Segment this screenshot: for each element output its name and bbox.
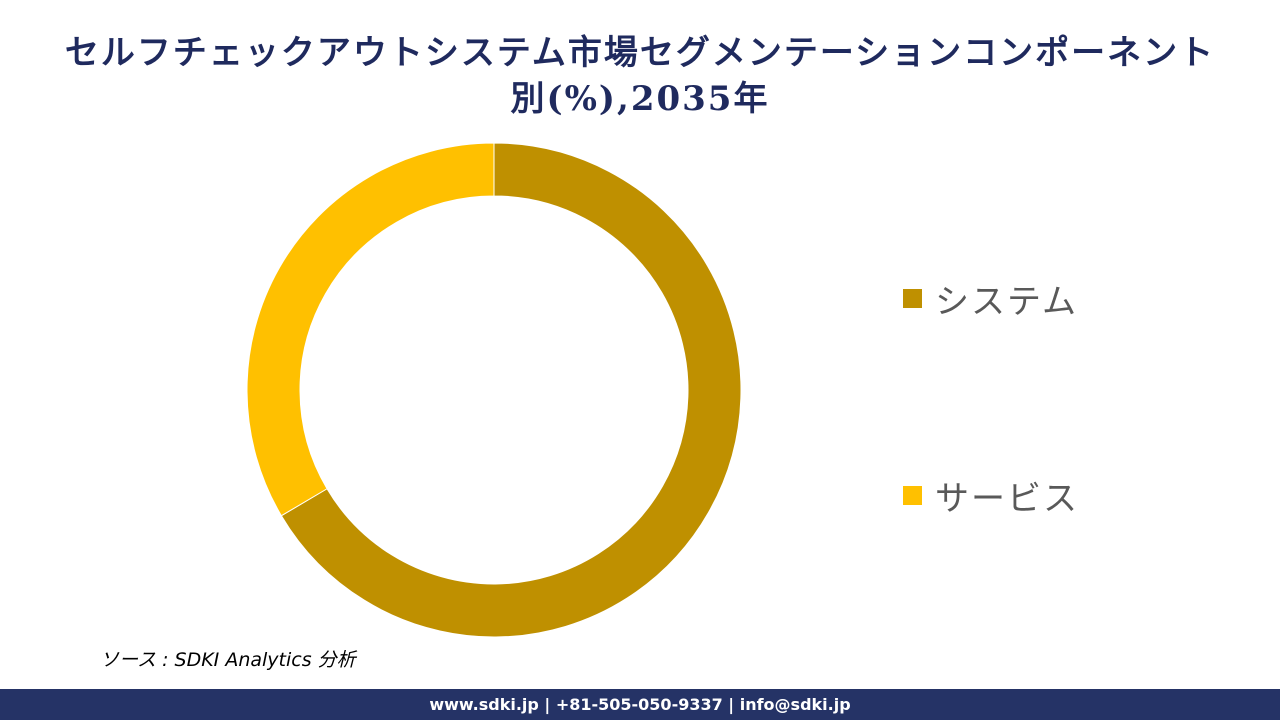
chart-title-line-1: セルフチェックアウトシステム市場セグメンテーションコンポーネント (64, 33, 1216, 73)
chart-title: セルフチェックアウトシステム市場セグメンテーションコンポーネント 別(%),20… (0, 30, 1280, 122)
chart-title-line-2: 別(%),2035年 (510, 79, 770, 119)
chart-legend: システム サービス (903, 278, 1203, 672)
donut-chart (246, 142, 742, 638)
source-note: ソース : SDKI Analytics 分析 (100, 649, 356, 671)
legend-label-service: サービス (935, 478, 1079, 519)
legend-item-system: システム (903, 278, 1203, 322)
legend-swatch-service (903, 485, 922, 505)
legend-item-service: サービス (903, 475, 1203, 519)
legend-label-system: システム (935, 281, 1078, 322)
footer-contact-bar: www.sdki.jp | +81-505-050-9337 | info@sd… (0, 689, 1280, 720)
legend-swatch-system (903, 288, 922, 308)
donut-slice-service (246, 142, 495, 517)
donut-slice-system (280, 142, 742, 638)
